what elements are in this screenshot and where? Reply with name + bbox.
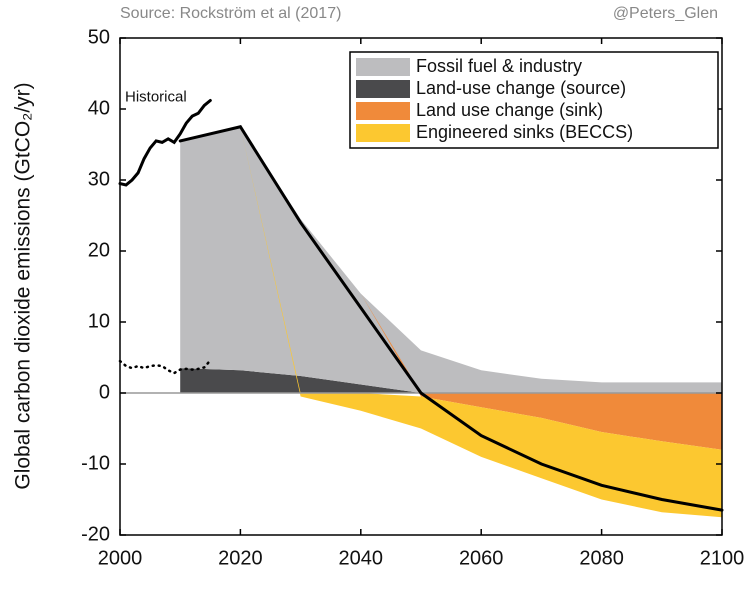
plot-frame [119,37,723,536]
x-tick-label: 2060 [459,547,504,569]
line [118,359,212,375]
y-tick-label: 20 [88,239,110,261]
x-tick-label: 2020 [218,547,263,569]
legend-label: Fossil fuel & industry [416,56,582,76]
source-note: Source: Rockström et al (2017) [120,5,341,22]
legend-label: Land use change (sink) [416,100,603,120]
x-tick-label: 2100 [700,547,745,569]
line [178,125,724,512]
area [180,368,722,393]
y-tick-label: -10 [81,452,110,474]
legend-box [349,51,719,149]
area [180,126,722,450]
line [118,98,212,187]
y-axis-label: Global carbon dioxide emissions (GtCO₂/y… [12,82,35,489]
y-tick-label: -20 [81,523,110,545]
legend-label: Land-use change (source) [416,78,626,98]
x-tick-label: 2040 [339,547,384,569]
legend-swatch [356,102,410,120]
area [180,126,722,518]
y-tick-label: 0 [99,381,110,403]
y-tick-label: 30 [88,168,110,190]
line-label: Historical [125,88,187,105]
y-tick-label: 50 [88,26,110,48]
legend-swatch [356,124,410,142]
area [180,126,722,393]
x-tick-label: 2080 [579,547,624,569]
credit-note: @Peters_Glen [613,5,718,22]
legend-swatch [356,58,410,76]
y-tick-label: 40 [88,97,110,119]
legend-label: Engineered sinks (BECCS) [416,122,633,142]
y-tick-label: 10 [88,310,110,332]
legend-swatch [356,80,410,98]
x-tick-label: 2000 [98,547,143,569]
